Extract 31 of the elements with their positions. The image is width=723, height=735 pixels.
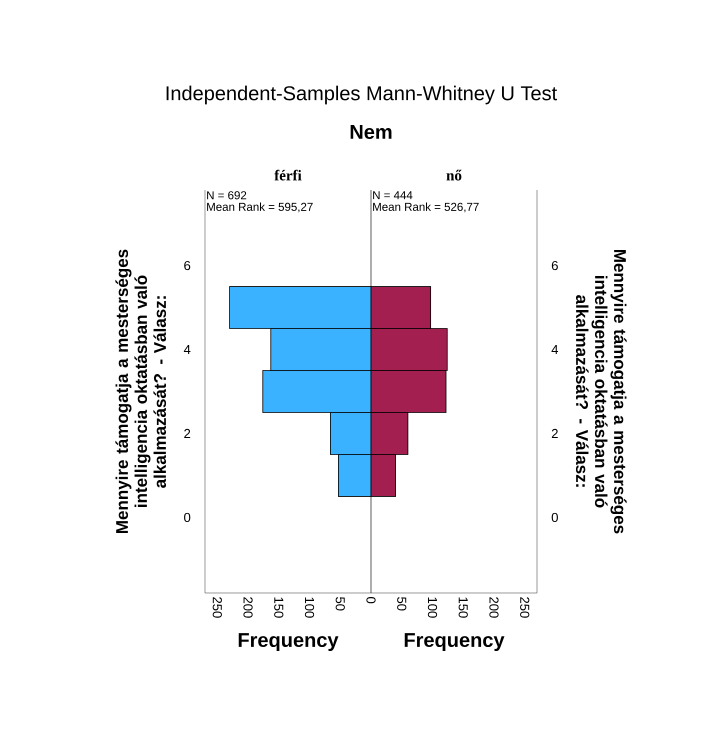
text: férfi [274,170,302,180]
x-tick-label: 50 [336,597,345,610]
y-tick-label: 6 [552,260,558,270]
x-tick-label: 100 [428,598,438,618]
text: nő [446,170,462,180]
y-tick-label: 6 [184,260,190,270]
annotation: Mean Rank = 595,27 [207,202,313,212]
x-tick-label: 250 [520,597,530,618]
annotation: Mean Rank = 526,77 [373,202,479,212]
chart-title: Independent-Samples Mann-Whitney U Test [166,86,558,104]
x-tick-label: 150 [274,598,284,618]
y-tick-label: 2 [184,428,190,438]
y-axis-title: Mennyire támogatja a mesterséges intelligencia oktatásban való alkalmazását? - Válasz: [576,250,627,534]
x-axis-title: Frequency [404,633,504,651]
x-tick-label: 50 [397,597,406,610]
x-tick-label: 200 [243,597,253,618]
y-tick-label: 4 [552,345,558,354]
annotation: N = 692 [207,191,246,200]
x-axis-title: Frequency [238,633,338,651]
x-tick-label: 200 [489,597,499,618]
y-tick-label: 0 [184,512,190,522]
y-tick-label: 0 [552,512,558,522]
annotation: N = 444 [373,191,412,200]
y-axis-title: Mennyire támogatja a mesterséges intelligencia oktatásban való alkalmazását? - Válasz: [115,250,166,534]
y-tick-label: 4 [184,345,190,354]
x-tick-label: 0 [366,597,376,604]
chart-subtitle: Nem [350,125,392,139]
y-tick-label: 2 [552,428,558,438]
x-tick-label: 250 [212,597,222,618]
x-tick-label: 150 [458,598,468,618]
x-tick-label: 100 [304,598,314,618]
